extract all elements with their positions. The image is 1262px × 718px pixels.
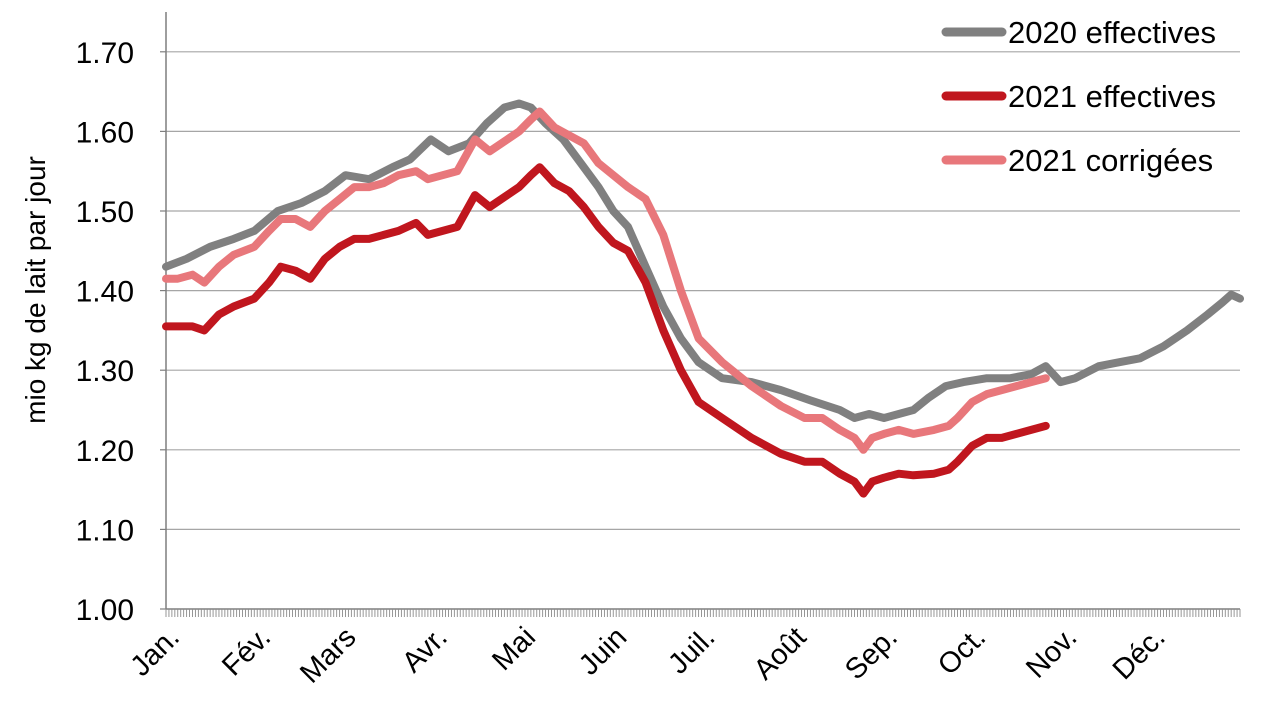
x-tick-label: Fév.: [216, 621, 277, 682]
x-tick-label: Avr.: [396, 621, 454, 679]
series-line-3: [162, 107, 1050, 454]
series-line-2: [162, 163, 1050, 498]
y-axis-label: mio kg de lait par jour: [20, 156, 51, 424]
x-tick-label: Nov.: [1020, 621, 1083, 684]
y-tick-label: 1.50: [76, 196, 134, 229]
y-tick-label: 1.60: [76, 116, 134, 149]
x-tick-label: Oct.: [932, 621, 992, 681]
series-line-1: [162, 99, 1244, 422]
x-tick-label: Août: [748, 621, 813, 686]
x-tick-label: Mars: [294, 621, 362, 689]
y-tick-label: 1.10: [76, 514, 134, 547]
legend-label: 2020 effectives: [1008, 15, 1216, 50]
gridlines: [166, 51, 1240, 531]
y-tick-label: 1.00: [76, 594, 134, 627]
legend-label: 2021 effectives: [1008, 79, 1216, 114]
x-tick-label: Juil.: [662, 621, 721, 680]
legend-label: 2021 corrigées: [1008, 143, 1213, 178]
series-lines: [162, 99, 1244, 498]
x-tick-label: Mai: [486, 621, 542, 677]
y-tick-label: 1.30: [76, 355, 134, 388]
x-tick-label: Jan.: [125, 621, 186, 682]
x-tick-label: Déc.: [1107, 621, 1172, 686]
x-day-tick-marks: [165, 609, 1241, 617]
legend: 2020 effectives 2021 effectives 2021 corri…: [941, 15, 1216, 178]
x-tick-label: Juin: [573, 621, 633, 681]
x-tick-label: Sep.: [839, 621, 904, 686]
y-tick-label: 1.70: [76, 37, 134, 70]
y-tick-label: 1.40: [76, 276, 134, 309]
y-tick-label: 1.20: [76, 435, 134, 468]
